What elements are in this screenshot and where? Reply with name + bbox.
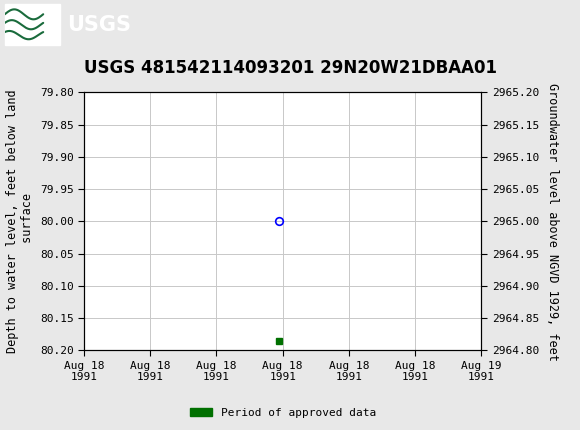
Text: USGS: USGS	[67, 15, 130, 35]
Y-axis label: Groundwater level above NGVD 1929, feet: Groundwater level above NGVD 1929, feet	[546, 83, 559, 360]
Text: USGS 481542114093201 29N20W21DBAA01: USGS 481542114093201 29N20W21DBAA01	[84, 59, 496, 77]
Y-axis label: Depth to water level, feet below land
 surface: Depth to water level, feet below land su…	[6, 89, 34, 353]
Legend: Period of approved data: Period of approved data	[185, 403, 380, 422]
FancyBboxPatch shape	[5, 4, 60, 46]
